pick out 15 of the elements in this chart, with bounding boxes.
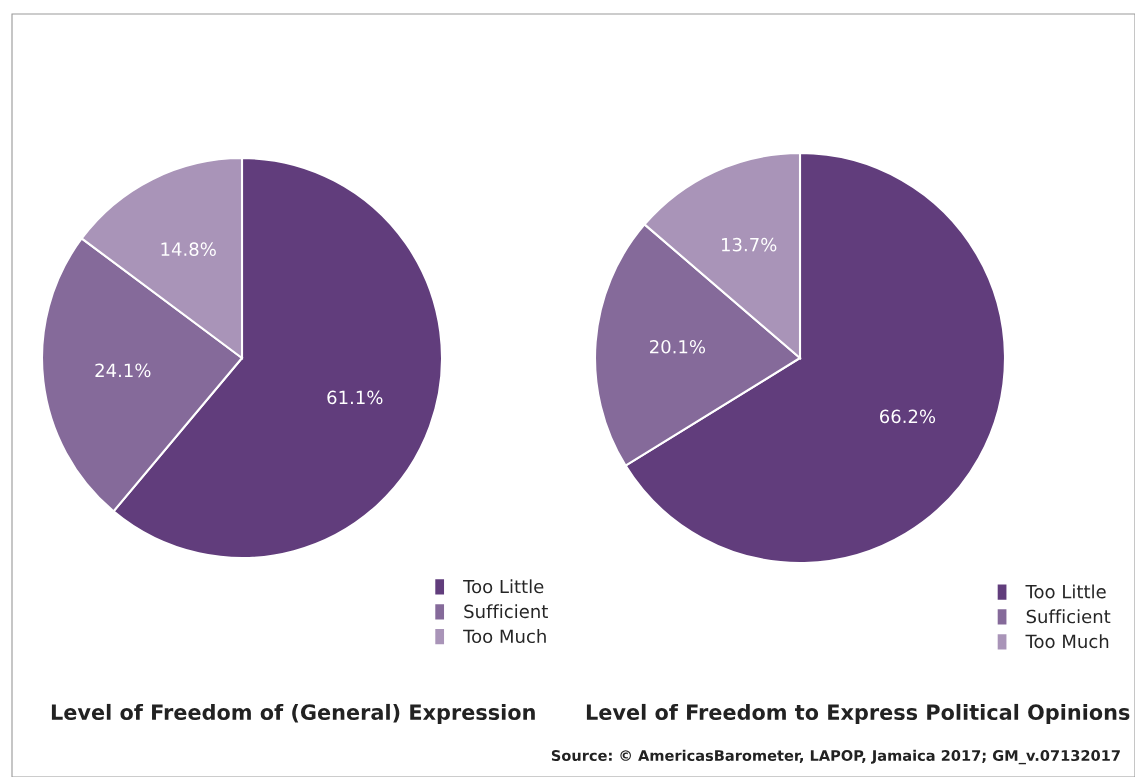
data-label: 20.1%: [650, 339, 706, 354]
data-label: 24.1%: [95, 363, 151, 378]
data-label: 61.1%: [327, 390, 383, 405]
legend-label: Too Little: [463, 579, 544, 594]
legend-label: Sufficient: [464, 604, 548, 619]
source-note: Source: © AmericasBarometer, LAPOP, Jamaica 2017; GM_v.07132017: [551, 749, 1120, 765]
text: Level of Freedom to Express Political Opinions: [586, 703, 1130, 725]
legend-label: Too Much: [463, 629, 546, 644]
legend-label: Too Much: [1025, 634, 1109, 649]
legend-label: Too Little: [1025, 584, 1106, 599]
data-label: 66.2%: [879, 409, 936, 424]
text: Level of Freedom of (General) Expression: [51, 703, 535, 725]
legend-label: Sufficient: [1026, 609, 1111, 624]
data-label: 14.8%: [161, 242, 216, 256]
data-label: 13.7%: [721, 237, 777, 252]
